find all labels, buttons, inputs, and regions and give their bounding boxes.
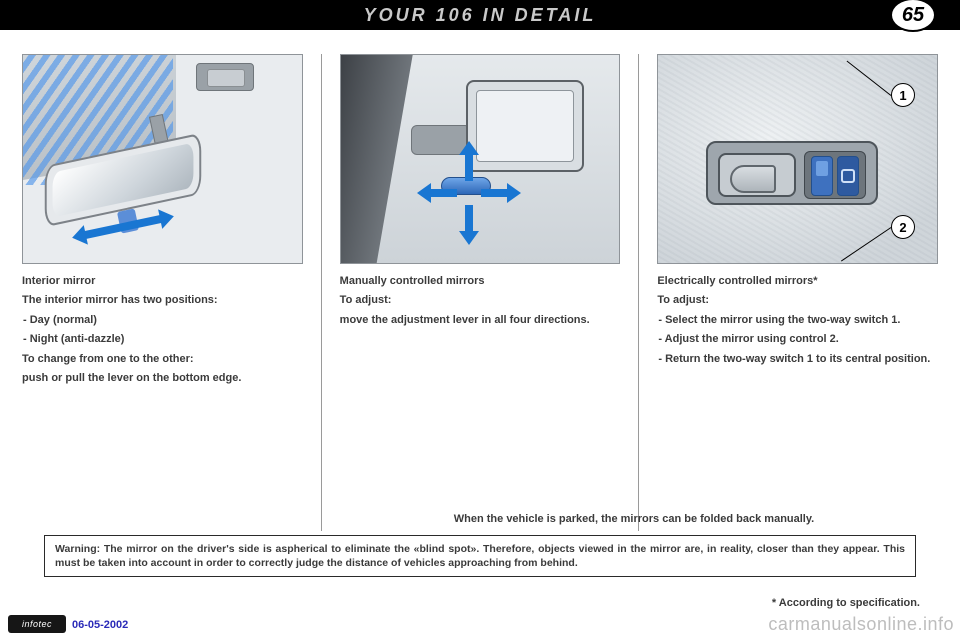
switch-1 [811,156,833,196]
para: To adjust: [340,293,621,308]
manual-page: YOUR 106 IN DETAIL 65 Interior mirror Th… [0,0,960,639]
illus-manual-mirror [340,54,621,264]
fold-note: When the vehicle is parked, the mirrors … [330,513,938,525]
callout-label: 2 [899,220,906,235]
callout-2: 2 [891,215,915,239]
heading: Manually controlled mirrors [340,274,621,289]
list-item: - Return the two-way switch 1 to its cen… [657,352,938,367]
callout-1: 1 [891,83,915,107]
col-electric-mirrors: 1 2 Electrically controlled mirrors* To … [657,54,938,583]
page-footer: infotec 06-05-2002 carmanualsonline.info [0,609,960,639]
heading: Electrically controlled mirrors* [657,274,938,289]
arrow-left-icon [429,189,457,197]
text-manual-mirror: Manually controlled mirrors To adjust: m… [340,274,621,332]
columns: Interior mirror The interior mirror has … [22,54,938,583]
warning-box: Warning: The mirror on the driver's side… [44,535,916,577]
switch-2 [837,156,859,196]
dome-light [196,63,254,91]
illus-interior-mirror [22,54,303,264]
para: To adjust: [657,293,938,308]
list-item: - Adjust the mirror using control 2. [657,332,938,347]
para: move the adjustment lever in all four di… [340,313,621,328]
spec-footnote: * According to specification. [772,597,920,609]
para: To change from one to the other: [22,352,303,367]
list-item: - Select the mirror using the two-way sw… [657,313,938,328]
text-electric-mirror: Electrically controlled mirrors* To adju… [657,274,938,371]
col-interior-mirror: Interior mirror The interior mirror has … [22,54,303,583]
door-panel [706,141,878,205]
infotec-badge: infotec [8,615,66,633]
arrow-up-icon [465,153,473,181]
four-way-arrows-icon [429,153,509,233]
col-manual-mirrors: Manually controlled mirrors To adjust: m… [340,54,621,583]
text-interior-mirror: Interior mirror The interior mirror has … [22,274,303,390]
control-cluster [804,151,866,199]
illus-electric-mirror: 1 2 [657,54,938,264]
para: push or pull the lever on the bottom edg… [22,371,303,386]
content-area: Interior mirror The interior mirror has … [22,54,938,583]
header-title: YOUR 106 IN DETAIL [0,0,960,30]
arrow-right-icon [481,189,509,197]
date-label: 06-05-2002 [72,619,322,631]
watermark: carmanualsonline.info [768,614,954,635]
list-item: - Night (anti-dazzle) [22,332,303,347]
page-number: 65 [902,4,924,27]
para: The interior mirror has two positions: [22,293,303,308]
list-item: - Day (normal) [22,313,303,328]
arrow-down-icon [465,205,473,233]
callout-label: 1 [899,88,906,103]
door-handle [718,153,796,197]
column-divider [638,54,639,531]
page-header: YOUR 106 IN DETAIL 65 [0,0,960,36]
column-divider [321,54,322,531]
heading: Interior mirror [22,274,303,289]
